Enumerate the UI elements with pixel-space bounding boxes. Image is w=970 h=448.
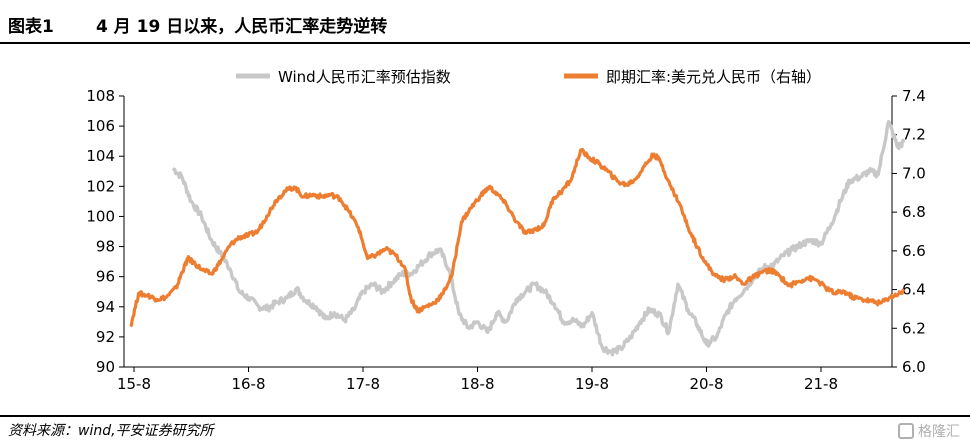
left-tick-label: 94: [96, 298, 115, 316]
x-tick-label: 18-8: [460, 375, 494, 393]
right-tick-label: 6.6: [902, 242, 926, 260]
watermark-logo-icon: [898, 423, 914, 439]
exchange-rate-chart: Wind人民币汇率预估指数 即期汇率:美元兑人民币（右轴） 90 92 94 96 98…: [86, 68, 926, 393]
left-tick-label: 96: [96, 268, 115, 286]
legend-label-spot-rate: 即期汇率:美元兑人民币（右轴）: [606, 68, 821, 86]
footer-rule: [0, 415, 970, 417]
left-tick-label: 108: [86, 87, 115, 105]
right-tick-label: 6.2: [902, 319, 926, 337]
x-tick-label: 15-8: [117, 375, 151, 393]
right-tick-label: 7.2: [902, 126, 926, 144]
left-tick-label: 92: [96, 328, 115, 346]
left-tick-label: 100: [86, 207, 115, 225]
chart-legend: Wind人民币汇率预估指数 即期汇率:美元兑人民币（右轴）: [236, 68, 821, 86]
watermark: 格隆汇: [898, 421, 960, 441]
x-tick-label: 16-8: [231, 375, 265, 393]
chart-lines: [129, 119, 906, 357]
x-tick-label: 19-8: [575, 375, 609, 393]
watermark-text: 格隆汇: [918, 424, 960, 440]
figure-header: 图表1 4 月 19 日以来，人民币汇率走势逆转: [0, 0, 970, 44]
x-tick-label: 17-8: [346, 375, 380, 393]
right-tick-label: 6.4: [902, 281, 926, 299]
source-note: 资料来源：wind,平安证券研究所: [8, 423, 214, 439]
right-tick-label: 7.4: [902, 87, 926, 105]
series-line-wind-index: [171, 119, 906, 357]
header-rule: [0, 42, 970, 44]
legend-label-wind-index: Wind人民币汇率预估指数: [278, 68, 451, 86]
left-tick-label: 106: [86, 117, 115, 135]
figure-title: 4 月 19 日以来，人民币汇率走势逆转: [96, 17, 388, 37]
right-tick-label: 6.8: [902, 203, 926, 221]
right-tick-label: 7.0: [902, 164, 926, 182]
x-tick-label: 21-8: [804, 375, 838, 393]
figure-label: 图表1: [8, 17, 54, 37]
x-tick-label: 20-8: [689, 375, 723, 393]
chart-axes: 90 92 94 96 98 100 102 104 106 108 6.0 6.2 6.4 6.6 6.8…: [86, 87, 926, 393]
left-tick-label: 98: [96, 238, 115, 256]
left-tick-label: 104: [86, 147, 115, 165]
left-tick-label: 102: [86, 177, 115, 195]
left-tick-label: 90: [96, 358, 115, 376]
series-line-spot-rate: [129, 147, 905, 328]
right-tick-label: 6.0: [902, 358, 926, 376]
